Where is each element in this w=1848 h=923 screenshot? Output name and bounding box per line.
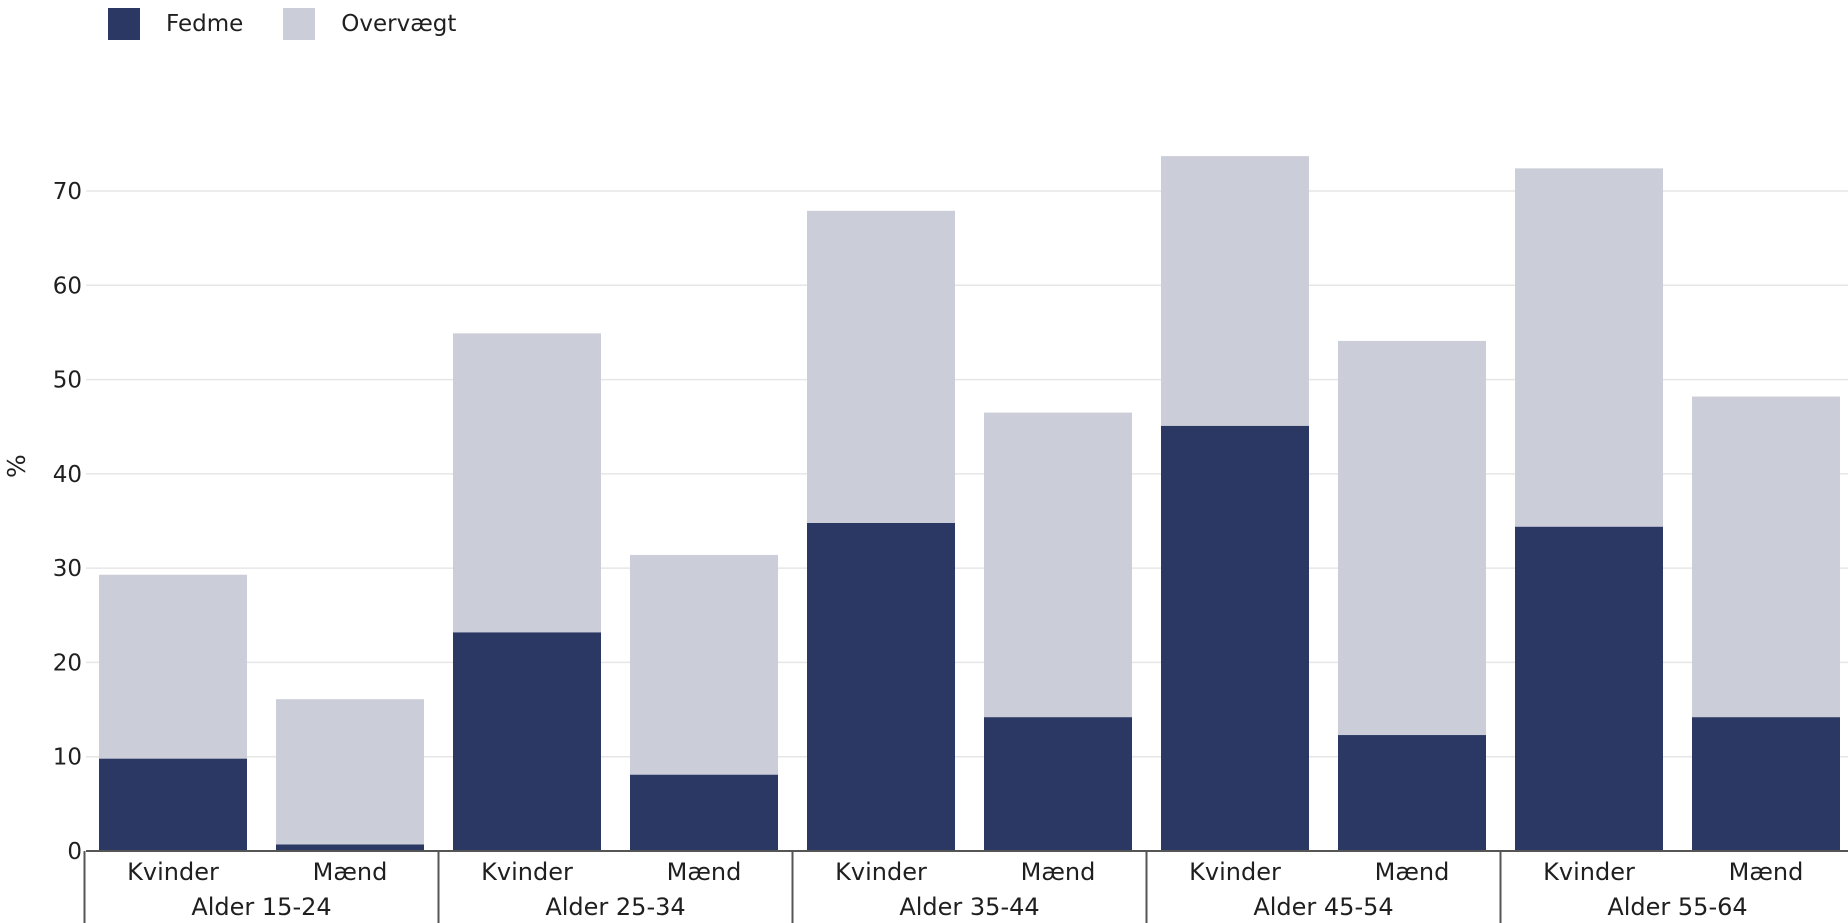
x-tick-label: Mænd: [667, 858, 742, 886]
bar-overvaegt: [99, 574, 247, 759]
legend-swatch-fedme: [108, 8, 140, 40]
legend: Fedme Overvægt: [108, 8, 456, 40]
group-label: Alder 55-64: [1607, 893, 1747, 921]
bar-overvaegt: [1515, 168, 1663, 527]
legend-item-overvaegt[interactable]: Overvægt: [283, 8, 456, 40]
group-label: Alder 25-34: [545, 893, 685, 921]
y-tick-label: 20: [53, 650, 82, 676]
bar-fedme: [807, 522, 955, 851]
legend-item-fedme[interactable]: Fedme: [108, 8, 243, 40]
bar-overvaegt: [276, 699, 424, 845]
bar-fedme: [1692, 717, 1840, 851]
bar-fedme: [453, 632, 601, 851]
x-tick-label: Kvinder: [835, 858, 927, 886]
bar-fedme: [1161, 425, 1309, 851]
x-tick-label: Mænd: [1729, 858, 1804, 886]
bar-fedme: [984, 717, 1132, 851]
bar-overvaegt: [453, 333, 601, 633]
y-tick-label: 40: [53, 462, 82, 488]
group-label: Alder 15-24: [191, 893, 331, 921]
x-tick-label: Mænd: [1021, 858, 1096, 886]
legend-label-fedme: Fedme: [166, 11, 244, 37]
x-tick-label: Kvinder: [1189, 858, 1281, 886]
bar-overvaegt: [1161, 156, 1309, 426]
y-tick-label: 10: [53, 745, 82, 771]
bar-fedme: [1515, 526, 1663, 851]
bar-fedme: [1338, 735, 1486, 851]
y-tick-label: 70: [53, 179, 82, 205]
y-tick-label: 60: [53, 273, 82, 299]
y-tick-label: 50: [53, 368, 82, 394]
bar-overvaegt: [1692, 396, 1840, 718]
bar-fedme: [276, 844, 424, 851]
bar-fedme: [99, 758, 247, 851]
group-label: Alder 45-54: [1253, 893, 1393, 921]
legend-swatch-overvaegt: [283, 8, 316, 40]
bar-fedme: [630, 774, 778, 851]
bar-overvaegt: [1338, 340, 1486, 736]
x-tick-label: Kvinder: [1543, 858, 1635, 886]
legend-label-overvaegt: Overvægt: [341, 11, 457, 37]
x-tick-label: Mænd: [313, 858, 388, 886]
x-tick-label: Kvinder: [481, 858, 573, 886]
bar-overvaegt: [984, 412, 1132, 718]
y-tick-label: 30: [53, 556, 82, 582]
y-axis-title: %: [2, 454, 31, 478]
bar-overvaegt: [630, 554, 778, 775]
x-tick-label: Kvinder: [127, 858, 219, 886]
x-tick-label: Mænd: [1375, 858, 1450, 886]
y-tick-label: 0: [67, 839, 82, 865]
bar-overvaegt: [807, 210, 955, 523]
group-label: Alder 35-44: [899, 893, 1039, 921]
